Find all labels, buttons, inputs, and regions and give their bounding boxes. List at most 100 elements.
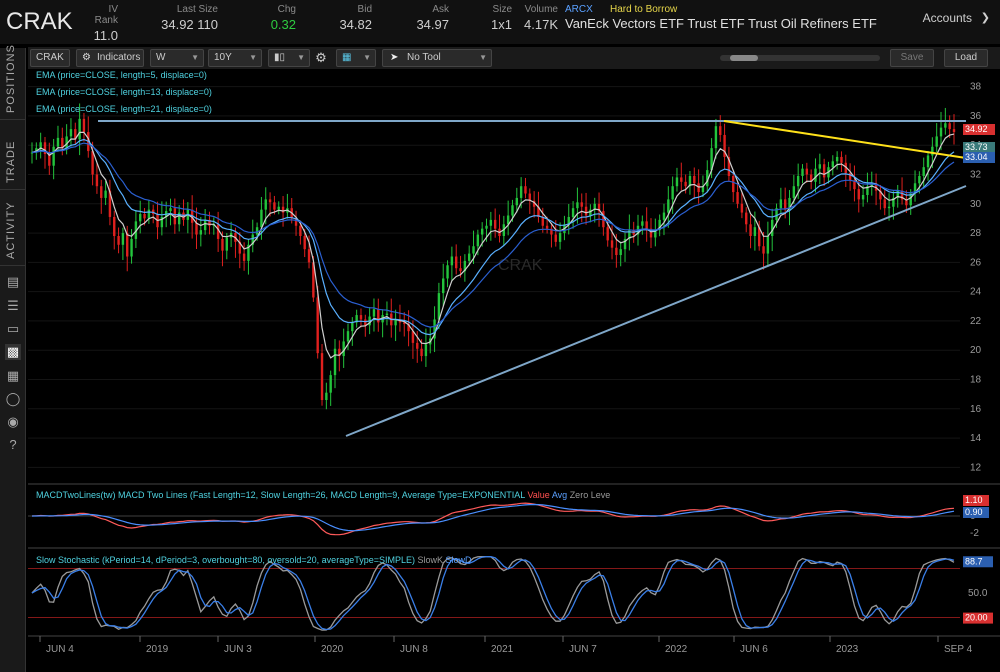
time-tick-label: JUN 3 [224,644,252,655]
candle-body [710,148,713,171]
candle-body [844,162,847,174]
accounts-menu[interactable]: Accounts [922,11,972,25]
aggregation-select[interactable]: W ▼ [150,49,204,67]
candle-body [939,127,943,137]
gear-icon[interactable]: ⚙ [315,50,327,65]
candle-body [225,237,228,251]
chart-style-select[interactable]: ▮▯ ▼ [268,49,310,67]
candle-body [550,228,553,235]
doc-icon[interactable]: ▤ [6,274,20,289]
macd-badge [963,507,989,518]
price-tick-label: 20 [970,345,982,356]
candle-body [437,293,441,320]
candle-body [745,212,748,225]
candle-body [394,319,397,326]
candle-body [589,209,592,216]
load-button[interactable]: Load [944,49,988,67]
candle-body [887,206,891,209]
candle-body [922,167,925,176]
symbol-input[interactable]: CRAK [30,49,70,67]
list-icon[interactable]: ☰ [7,298,19,313]
candle-body [160,216,164,228]
range-select[interactable]: 10Y ▼ [208,49,262,67]
help-icon[interactable]: ? [9,437,17,452]
time-tick-label: 2020 [321,644,344,655]
tv-icon[interactable]: ▭ [6,321,20,336]
chart-scrollbar[interactable] [720,55,880,61]
indicators-button[interactable]: ⚙ Indicators [76,49,144,67]
price-badge-label: 33.04 [965,152,988,162]
trend-lines[interactable] [98,120,967,437]
tab-trade[interactable]: TRADE [0,120,26,190]
ema-21-legend[interactable]: EMA (price=CLOSE, length=21, displace=0) [36,104,212,114]
chart-icon[interactable]: ▩ [5,344,21,360]
candle-body [182,212,185,220]
price-tick-label: 38 [970,82,982,93]
candle-body [294,218,298,226]
macd-legend[interactable]: MACDTwoLines(tw) MACD Two Lines (Fast Le… [36,490,610,500]
scrollbar-thumb[interactable] [730,55,758,61]
symbol-label[interactable]: CRAK [6,8,73,35]
chevron-down-icon: ▼ [249,53,257,62]
grid-icon[interactable]: ▦ [6,368,20,383]
candle-body [199,230,203,235]
quote-field-volume: Volume 4.17K [520,4,558,32]
candle-body [121,233,125,245]
tab-activity[interactable]: ACTIVITY [0,190,26,266]
candle-body [143,214,146,219]
price-badge [963,142,995,153]
candle-body [342,341,345,357]
tab-positions[interactable]: POSITIONS [0,44,26,120]
quote-field-label: Volume [524,4,558,15]
price-chart[interactable]: CRAK 1214161820222426283032343638 34.923… [28,70,1000,670]
candle-body [662,212,666,220]
candle-body [299,225,302,236]
quote-field-value: 0.32 [270,17,296,32]
candle-body [238,241,241,254]
candle-body [532,200,536,207]
ema-13-line [31,138,955,336]
symbol-watermark: CRAK [498,257,543,274]
candle-body [576,202,579,209]
quote-field-chg: Chg 0.32 [260,4,296,32]
price-tick-label: 14 [970,433,982,444]
candle-body [792,186,796,198]
stochastic-legend[interactable]: Slow Stochastic (kPeriod=14, dPeriod=3, … [36,555,472,565]
candle-body [459,268,462,272]
candle-body [242,253,246,261]
indicators-icon: ⚙ [82,52,91,63]
candle-body [485,225,488,229]
instrument-description: VanEck Vectors ETF Trust ETF Trust Oil R… [565,16,877,31]
candle-body [455,256,458,269]
gauge-icon[interactable]: ◯ [5,391,21,406]
candle-body [597,203,601,212]
macd-pane: 0-21.100.90 [28,495,989,539]
borrow-status-badge: Hard to Borrow [610,4,678,15]
ema-5-legend[interactable]: EMA (price=CLOSE, length=5, displace=0) [36,70,207,80]
chevron-down-icon[interactable]: ❯ [980,12,990,24]
candle-body [610,240,614,248]
drawing-style-select[interactable]: ▦ ▼ [336,49,376,67]
ema-13-legend[interactable]: EMA (price=CLOSE, length=13, displace=0) [36,87,212,97]
candle-body [515,197,519,206]
candle-body [900,190,904,200]
chart-area[interactable]: CRAK 1214161820222426283032343638 34.923… [28,70,1000,670]
candle-body [433,319,436,339]
save-button[interactable]: Save [890,49,934,67]
globe-icon[interactable]: ◉ [7,414,19,429]
time-axis: JUN 4 2019 JUN 3 2020 JUN 8 2021 JUN 7 2022 JUN … [39,636,973,655]
quote-field-ask: Ask 34.97 [405,4,449,32]
candle-body [719,126,722,135]
candle-body [693,175,696,184]
candle-body [43,142,47,154]
price-tick-label: 28 [970,228,982,239]
candles-icon: ▮▯ [274,52,286,63]
ascending-trend-line[interactable] [345,185,967,437]
stoch-badge [963,612,993,624]
descending-trend-line[interactable] [723,120,967,159]
candle-body [896,190,899,198]
left-sidebar: POSITIONS TRADE ACTIVITY ▤ ☰ ▭ ▩ ▦ ◯ ◉ ? [0,44,26,672]
price-tick-label: 18 [970,375,982,386]
tool-select[interactable]: ➤ No Tool ▼ [382,49,492,67]
candle-body [134,221,138,239]
